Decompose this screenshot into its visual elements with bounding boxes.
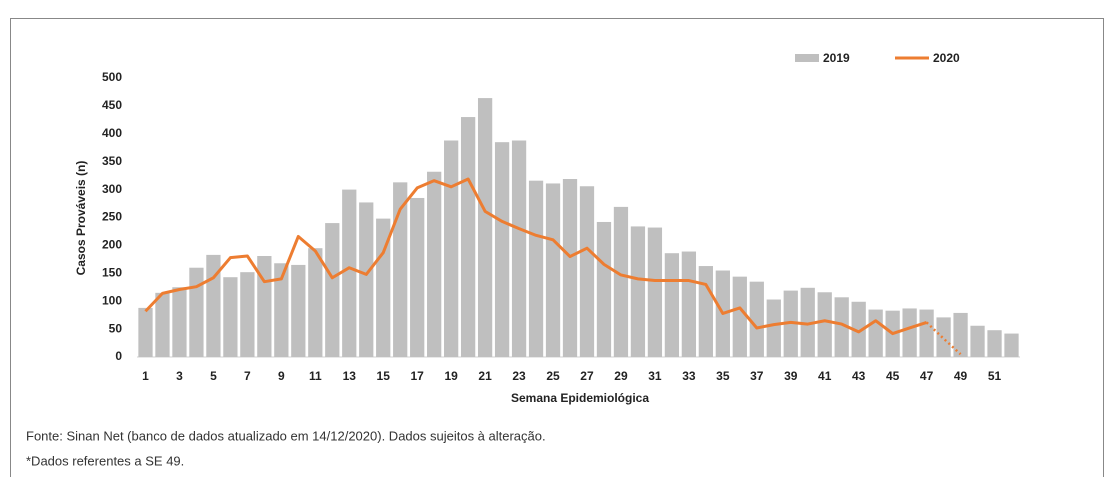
x-tick-label: 37 — [750, 369, 764, 383]
y-tick-label: 300 — [102, 182, 122, 196]
bar — [902, 308, 917, 357]
frame — [10, 18, 1104, 477]
x-tick-label: 1 — [142, 369, 149, 383]
bar — [868, 309, 883, 357]
footnote: *Dados referentes a SE 49. — [26, 453, 184, 468]
bar — [359, 202, 374, 357]
x-tick-label: 15 — [377, 369, 391, 383]
bar — [460, 117, 476, 357]
y-tick-label: 500 — [102, 70, 122, 84]
bar — [1004, 333, 1019, 357]
y-tick-label: 50 — [109, 321, 123, 335]
bar — [970, 325, 985, 357]
bar — [630, 226, 646, 357]
x-tick-label: 35 — [716, 369, 730, 383]
bar — [172, 287, 187, 357]
bar — [155, 292, 170, 357]
y-axis-title: Casos Prováveis (n) — [74, 161, 88, 276]
legend-swatch — [795, 54, 819, 62]
bar — [766, 299, 781, 357]
bar — [732, 276, 747, 357]
x-tick-label: 7 — [244, 369, 251, 383]
bar — [681, 251, 697, 357]
x-tick-label: 39 — [784, 369, 798, 383]
bar — [189, 267, 204, 357]
bar — [647, 227, 663, 357]
x-tick-label: 9 — [278, 369, 285, 383]
x-tick-label: 43 — [852, 369, 866, 383]
y-tick-label: 250 — [102, 210, 122, 224]
bar — [494, 142, 510, 357]
bar — [223, 277, 238, 357]
x-tick-label: 17 — [411, 369, 425, 383]
legend-label: 2020 — [933, 51, 960, 65]
bar — [613, 206, 629, 357]
x-tick-label: 49 — [954, 369, 968, 383]
bar — [953, 312, 968, 357]
x-tick-label: 41 — [818, 369, 832, 383]
y-tick-label: 200 — [102, 238, 122, 252]
bar — [138, 307, 153, 357]
y-tick-label: 350 — [102, 154, 122, 168]
y-tick-label: 400 — [102, 126, 122, 140]
bar — [511, 140, 527, 357]
line — [144, 177, 928, 336]
footnote: Fonte: Sinan Net (banco de dados atualiz… — [26, 428, 546, 443]
x-tick-label: 23 — [512, 369, 526, 383]
bar — [376, 218, 391, 357]
bar — [444, 140, 459, 357]
x-tick-label: 11 — [309, 369, 322, 383]
bar — [919, 309, 934, 357]
x-tick-label: 45 — [886, 369, 900, 383]
bar — [308, 248, 323, 357]
bar — [393, 182, 408, 357]
bar — [240, 272, 255, 357]
x-tick-label: 31 — [648, 369, 662, 383]
x-tick-label: 33 — [682, 369, 696, 383]
bar — [545, 183, 561, 357]
y-tick-label: 100 — [102, 293, 122, 307]
bar — [257, 256, 272, 357]
bar — [342, 189, 357, 357]
x-tick-label: 5 — [210, 369, 217, 383]
bar — [749, 281, 764, 357]
y-tick-label: 150 — [102, 265, 122, 279]
y-tick-label: 0 — [115, 349, 122, 363]
x-axis-title: Semana Epidemiológica — [511, 391, 649, 405]
y-tick-label: 450 — [102, 98, 122, 112]
x-tick-label: 19 — [444, 369, 458, 383]
bar — [562, 178, 578, 357]
bar — [817, 292, 832, 357]
bar — [987, 330, 1002, 357]
bar — [800, 287, 815, 357]
bar — [291, 264, 306, 357]
x-tick-label: 3 — [176, 369, 183, 383]
bar — [528, 180, 544, 357]
bar — [410, 197, 425, 357]
bar — [477, 98, 493, 357]
bar — [834, 297, 849, 357]
x-tick-label: 29 — [614, 369, 628, 383]
x-tick-label: 13 — [343, 369, 357, 383]
bar — [274, 263, 289, 357]
bar — [427, 171, 442, 357]
bar — [579, 186, 595, 357]
bar — [596, 221, 612, 357]
bar — [698, 266, 713, 357]
legend-label: 2019 — [823, 51, 850, 65]
bar — [936, 317, 951, 357]
bar — [664, 253, 680, 357]
bar — [325, 223, 340, 357]
x-tick-label: 47 — [920, 369, 934, 383]
x-tick-label: 51 — [988, 369, 1002, 383]
x-tick-label: 27 — [580, 369, 594, 383]
x-tick-label: 21 — [478, 369, 492, 383]
x-tick-label: 25 — [546, 369, 560, 383]
bar — [851, 301, 866, 357]
